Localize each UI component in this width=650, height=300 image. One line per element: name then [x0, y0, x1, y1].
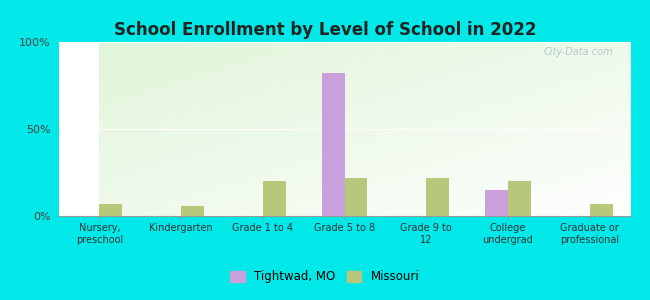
Bar [508, 181, 531, 216]
Text: School Enrollment by Level of School in 2022: School Enrollment by Level of School in … [114, 21, 536, 39]
Bar [426, 178, 449, 216]
Bar [263, 181, 285, 216]
Bar [322, 73, 344, 216]
Text: City-Data.com: City-Data.com [543, 47, 614, 57]
Legend: Tightwad, MO, Missouri: Tightwad, MO, Missouri [226, 266, 424, 288]
Bar [485, 190, 508, 216]
Bar [344, 178, 367, 216]
Bar [181, 206, 204, 216]
Bar [590, 204, 612, 216]
Bar [99, 204, 122, 216]
